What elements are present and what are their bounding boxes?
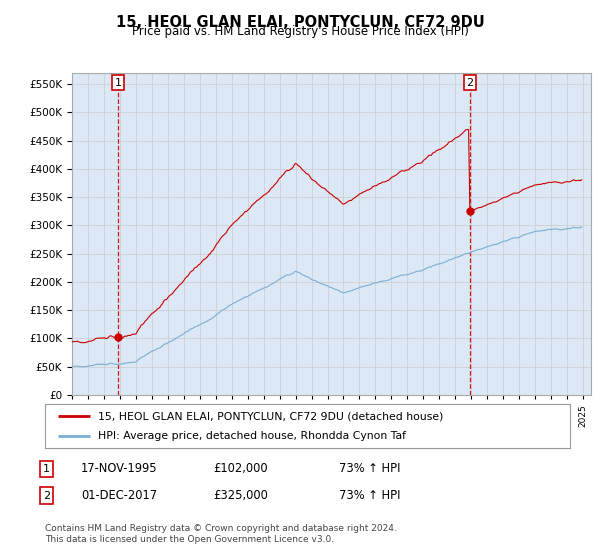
Text: 1: 1 xyxy=(115,78,121,87)
Text: 15, HEOL GLAN ELAI, PONTYCLUN, CF72 9DU (detached house): 15, HEOL GLAN ELAI, PONTYCLUN, CF72 9DU … xyxy=(97,411,443,421)
Text: Price paid vs. HM Land Registry's House Price Index (HPI): Price paid vs. HM Land Registry's House … xyxy=(131,25,469,38)
Text: £102,000: £102,000 xyxy=(213,462,268,475)
Text: Contains HM Land Registry data © Crown copyright and database right 2024.
This d: Contains HM Land Registry data © Crown c… xyxy=(45,524,397,544)
Text: £325,000: £325,000 xyxy=(213,489,268,502)
Text: 2: 2 xyxy=(43,491,50,501)
Text: 73% ↑ HPI: 73% ↑ HPI xyxy=(339,489,401,502)
Text: 01-DEC-2017: 01-DEC-2017 xyxy=(81,489,157,502)
Text: 2: 2 xyxy=(466,78,473,87)
Text: HPI: Average price, detached house, Rhondda Cynon Taf: HPI: Average price, detached house, Rhon… xyxy=(97,431,406,441)
Text: 73% ↑ HPI: 73% ↑ HPI xyxy=(339,462,401,475)
Text: 17-NOV-1995: 17-NOV-1995 xyxy=(81,462,158,475)
Text: 1: 1 xyxy=(43,464,50,474)
Text: 15, HEOL GLAN ELAI, PONTYCLUN, CF72 9DU: 15, HEOL GLAN ELAI, PONTYCLUN, CF72 9DU xyxy=(116,15,484,30)
